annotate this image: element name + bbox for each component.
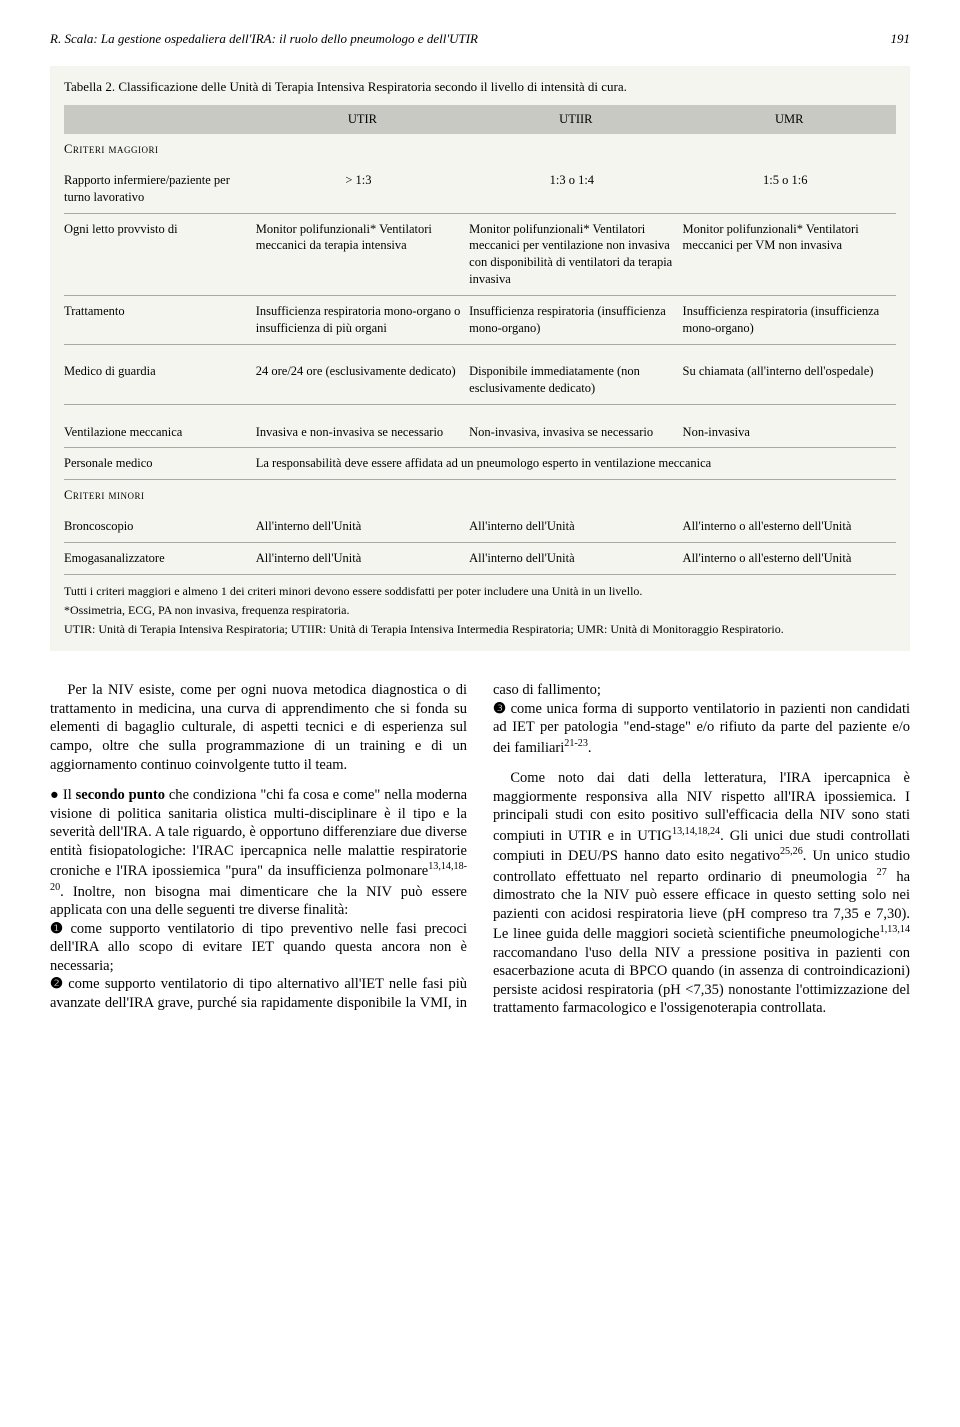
cell: La responsabilità deve essere affidata a… [256,448,896,480]
number-icon: ❷ [50,975,63,994]
paragraph: Come noto dai dati della letteratura, l'… [493,769,910,1017]
footnote: UTIR: Unità di Terapia Intensiva Respira… [64,621,896,638]
col-header: UTIR [256,105,469,134]
number-icon: ❸ [493,700,506,719]
row-label: Emogasanalizzatore [64,543,256,575]
cell: Disponibile immediatamente (non esclusiv… [469,356,682,404]
number-icon: ❶ [50,920,63,939]
cell: Non-invasiva, invasiva se necessario [469,417,682,448]
running-title: R. Scala: La gestione ospedaliera dell'I… [50,30,478,48]
row-label: Medico di guardia [64,356,256,404]
table-footnotes: Tutti i criteri maggiori e almeno 1 dei … [64,583,896,637]
classification-table: UTIR UTIIR UMR Criteri maggiori Rapporto… [64,105,896,575]
cell: All'interno o all'esterno dell'Unità [683,511,896,542]
cell: Non-invasiva [683,417,896,448]
paragraph: Per la NIV esiste, come per ogni nuova m… [50,681,467,774]
cell: 24 ore/24 ore (esclusivamente dedicato) [256,356,469,404]
running-header: R. Scala: La gestione ospedaliera dell'I… [50,30,910,48]
footnote: Tutti i criteri maggiori e almeno 1 dei … [64,583,896,600]
cell: Monitor polifunzionali* Ventilatori mecc… [683,213,896,296]
section-major: Criteri maggiori [64,134,256,165]
col-header: UTIIR [469,105,682,134]
body-text: Per la NIV esiste, come per ogni nuova m… [50,681,910,1017]
footnote: *Ossimetria, ECG, PA non invasiva, frequ… [64,602,896,619]
cell: 1:3 o 1:4 [469,165,682,213]
row-label: Broncoscopio [64,511,256,542]
row-label: Trattamento [64,296,256,345]
cell: All'interno dell'Unità [469,511,682,542]
col-header: UMR [683,105,896,134]
list-item: ❸ come unica forma di supporto ventilato… [493,700,910,757]
table-caption: Tabella 2. Classificazione delle Unità d… [64,78,896,96]
cell: Invasiva e non-invasiva se necessario [256,417,469,448]
paragraph: ● Il secondo punto che condiziona "chi f… [50,786,467,919]
row-label: Rapporto infermiere/paziente per turno l… [64,165,256,213]
page-number: 191 [891,30,911,48]
cell: All'interno dell'Unità [256,511,469,542]
cell: Monitor polifunzionali* Ventilatori mecc… [256,213,469,296]
cell: Su chiamata (all'interno dell'ospedale) [683,356,896,404]
row-label: Ventilazione meccanica [64,417,256,448]
table-2: Tabella 2. Classificazione delle Unità d… [50,66,910,652]
row-label: Personale medico [64,448,256,480]
cell: All'interno dell'Unità [256,543,469,575]
cell: Monitor polifunzionali* Ventilatori mecc… [469,213,682,296]
cell: Insufficienza respiratoria (insufficienz… [469,296,682,345]
cell: Insufficienza respiratoria (insufficienz… [683,296,896,345]
list-item: ❶ come supporto ventilatorio di tipo pre… [50,920,467,976]
cell: 1:5 o 1:6 [683,165,896,213]
row-label: Ogni letto provvisto di [64,213,256,296]
cell: Insufficienza respiratoria mono-organo o… [256,296,469,345]
cell: All'interno o all'esterno dell'Unità [683,543,896,575]
cell: All'interno dell'Unità [469,543,682,575]
cell: > 1:3 [256,165,469,213]
section-minor: Criteri minori [64,480,256,511]
